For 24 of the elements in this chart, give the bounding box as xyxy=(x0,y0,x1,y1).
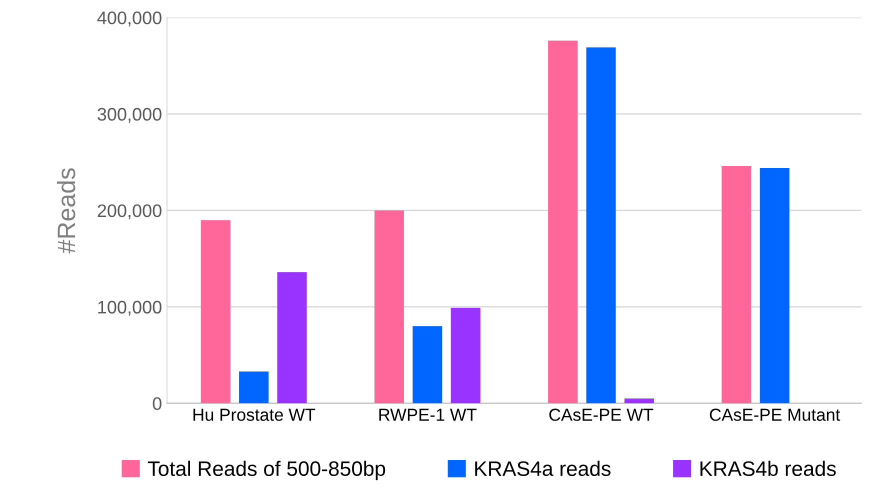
y-tick-label: 200,000 xyxy=(98,204,162,220)
bar xyxy=(277,272,307,404)
legend-label: KRAS4a reads xyxy=(475,460,611,476)
y-tick-label: 100,000 xyxy=(98,300,162,316)
y-axis-title: #Reads xyxy=(56,168,76,254)
bar xyxy=(760,168,790,404)
y-tick-label: 300,000 xyxy=(98,108,162,123)
bar xyxy=(200,220,230,404)
bar xyxy=(722,166,752,404)
x-tick-label: RWPE-1 WT xyxy=(379,408,477,421)
legend-label: Total Reads of 500-850bp xyxy=(148,460,386,480)
x-tick-label: CAsE-PE WT xyxy=(549,408,654,421)
bar xyxy=(624,398,654,404)
bar xyxy=(450,308,480,404)
y-tick-label: 0 xyxy=(152,397,162,410)
legend-label: KRAS4b reads xyxy=(700,460,836,476)
bar xyxy=(586,47,616,404)
bar xyxy=(548,40,578,404)
x-tick-label: Hu Prostate WT xyxy=(193,408,316,421)
bar xyxy=(412,326,442,404)
y-tick-label: 400,000 xyxy=(97,11,162,26)
x-tick-label: CAsE-PE Mutant xyxy=(710,408,840,421)
bar xyxy=(239,371,269,404)
bar xyxy=(374,210,404,404)
